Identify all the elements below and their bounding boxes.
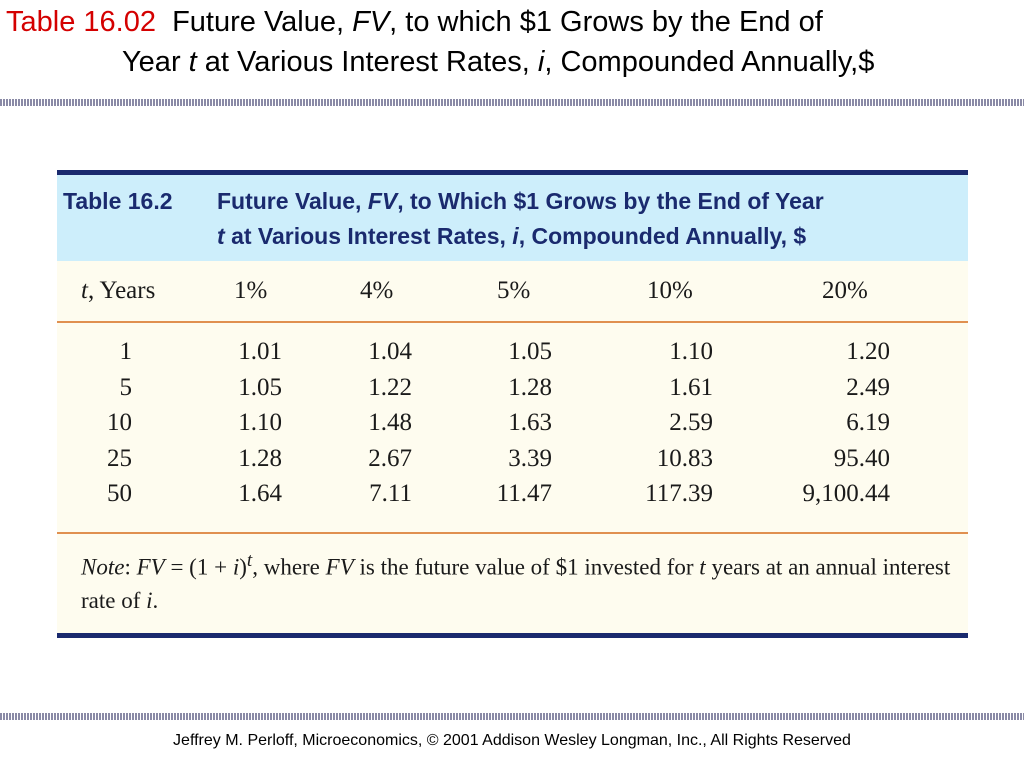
cell-value: 1.05 <box>238 373 282 401</box>
table-row: 25 1.28 2.67 3.39 10.83 95.40 <box>57 443 968 479</box>
cell-value: 1.05 <box>508 338 552 365</box>
cell-value: 1.20 <box>846 338 890 365</box>
cell-years: 1 <box>119 338 133 365</box>
future-value-table: Table 16.2 Future Value, FV, to Which $1… <box>57 170 968 638</box>
note-exponent-t: t <box>246 550 253 571</box>
note-text: years at an annual interest rate of <box>81 554 951 613</box>
cell-years: 25 <box>107 444 132 472</box>
cell-value: 95.40 <box>833 444 890 472</box>
table-heading-line-1: Future Value, FV, to Which $1 Grows by t… <box>217 184 824 219</box>
table-label: Table 16.2 <box>63 188 173 214</box>
table-note: Note: FV = (1 + i)t, where FV is the fut… <box>81 544 951 617</box>
cell-value: 1.28 <box>508 373 552 401</box>
cell-value: 3.39 <box>508 444 552 472</box>
note-rule <box>57 532 968 534</box>
cell-value: 7.11 <box>369 480 412 507</box>
cell-value: 1.04 <box>368 338 412 365</box>
header-rule <box>57 321 968 323</box>
table-body: 1 1.01 1.04 1.05 1.10 1.20 5 1.05 1.22 1… <box>57 336 968 514</box>
column-header-years: t, Years <box>81 276 155 306</box>
note-fv: FV <box>325 554 354 580</box>
note-text: , where <box>252 554 326 580</box>
table-heading-t: t <box>217 223 225 249</box>
cell-value: 9,100.44 <box>802 480 891 507</box>
title-t: t <box>188 46 197 78</box>
table-heading-1b: , to Which $1 Grows by the End of Year <box>397 188 824 214</box>
note-fv: FV <box>136 554 165 580</box>
column-header-rate-4: 10% <box>647 277 693 304</box>
table-heading-line-2: t at Various Interest Rates, i, Compound… <box>217 219 806 254</box>
cell-value: 2.67 <box>368 444 412 472</box>
cell-value: 1.48 <box>368 409 412 436</box>
table-heading-1a: Future Value, <box>217 188 362 214</box>
title-label: Table 16.02 <box>6 6 156 38</box>
column-header-rate-5: 20% <box>822 277 868 304</box>
top-divider <box>0 99 1024 106</box>
bottom-divider <box>0 713 1024 720</box>
title-text-1b: , to which $1 Grows by the End of <box>389 6 823 38</box>
note-text: . <box>152 587 159 613</box>
cell-value: 10.83 <box>656 444 713 472</box>
column-header-years-label: , Years <box>87 277 156 304</box>
note-text: : <box>124 554 137 580</box>
table-row: 10 1.10 1.48 1.63 2.59 6.19 <box>57 407 968 443</box>
table-heading-2a: at Various Interest Rates, <box>231 223 506 249</box>
cell-value: 1.64 <box>238 480 282 507</box>
title-text-2c: , Compounded Annually,$ <box>544 46 875 78</box>
column-header-t: t <box>81 277 88 304</box>
cell-value: 1.61 <box>669 373 713 401</box>
cell-value: 117.39 <box>645 480 713 507</box>
table-bottom-bar <box>57 633 968 638</box>
note-text: is the future value of $1 invested for <box>353 554 700 580</box>
table-top-bar <box>57 170 968 175</box>
title-text-2b: at Various Interest Rates, <box>204 46 530 78</box>
footer-copyright: Jeffrey M. Perloff, Microeconomics, © 20… <box>173 732 851 749</box>
title-i: i <box>537 46 545 78</box>
table-heading-2b: , Compounded Annually, $ <box>518 223 807 249</box>
slide-title: Table 16.02 Future Value, FV, to which $… <box>6 2 1016 82</box>
cell-value: 2.59 <box>669 409 713 436</box>
title-fv: FV <box>352 6 390 38</box>
cell-value: 1.28 <box>238 444 282 472</box>
cell-value: 1.01 <box>238 338 282 365</box>
cell-value: 6.19 <box>846 409 890 436</box>
note-label: Note <box>81 554 125 580</box>
table-heading-fv: FV <box>367 188 398 214</box>
table-heading-i: i <box>512 223 519 249</box>
title-text-1a: Future Value, <box>172 6 345 38</box>
cell-value: 11.47 <box>496 480 552 507</box>
cell-value: 1.10 <box>238 409 282 436</box>
cell-years: 50 <box>107 480 132 507</box>
note-text: = (1 + <box>164 554 233 580</box>
cell-value: 1.22 <box>368 373 412 401</box>
note-i: i <box>232 554 240 580</box>
table-row: 1 1.01 1.04 1.05 1.10 1.20 <box>57 336 968 372</box>
column-header-rate-2: 4% <box>360 277 394 304</box>
column-header-rate-1: 1% <box>234 277 268 304</box>
table-row: 50 1.64 7.11 11.47 117.39 9,100.44 <box>57 478 968 514</box>
table-header: Table 16.2 Future Value, FV, to Which $1… <box>57 175 968 261</box>
title-line-1: Table 16.02 Future Value, FV, to which $… <box>6 2 1016 42</box>
table-row: 5 1.05 1.22 1.28 1.61 2.49 <box>57 372 968 408</box>
title-line-2: Year t at Various Interest Rates, i, Com… <box>6 42 1016 82</box>
column-header-rate-3: 5% <box>497 277 531 304</box>
note-t: t <box>699 554 706 580</box>
cell-years: 5 <box>119 373 133 401</box>
title-text-2a: Year <box>122 46 181 78</box>
cell-years: 10 <box>107 409 132 436</box>
cell-value: 2.49 <box>846 373 890 401</box>
cell-value: 1.10 <box>669 338 713 365</box>
note-i: i <box>146 587 153 613</box>
note-text: ) <box>239 554 247 580</box>
cell-value: 1.63 <box>508 409 552 436</box>
